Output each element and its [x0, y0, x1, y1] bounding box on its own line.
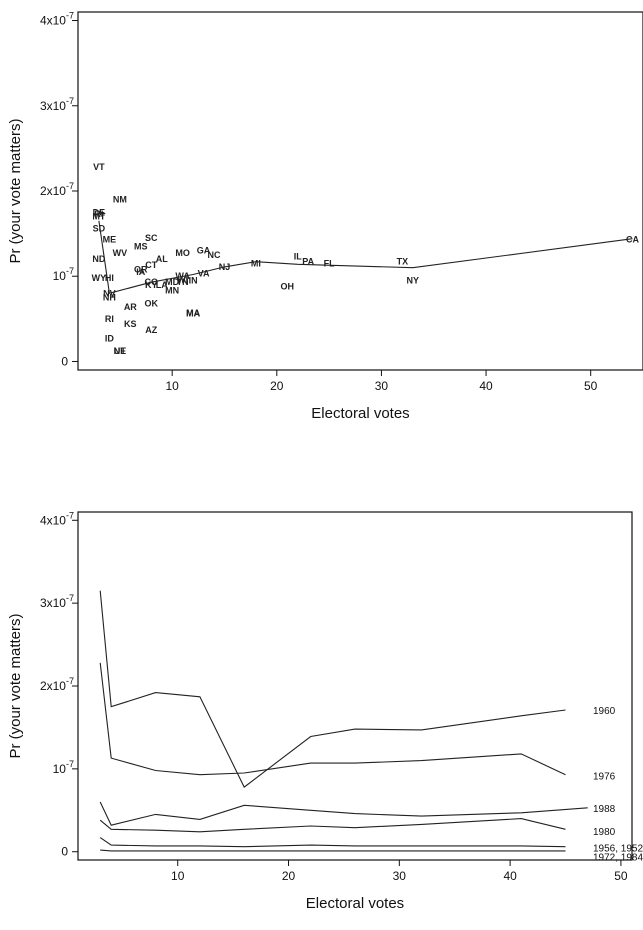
series-line	[99, 837, 566, 848]
x-axis-label: Electoral votes	[306, 895, 404, 912]
x-tick-label: 50	[614, 869, 628, 883]
state-point-label: MD	[165, 277, 179, 287]
state-point-label: AL	[156, 254, 168, 264]
y-tick-label: 3x10-7	[40, 593, 74, 610]
y-tick-label: 2x10-7	[40, 676, 74, 693]
y-tick-label: 4x10-7	[40, 510, 74, 527]
series-line	[100, 849, 566, 852]
state-point-label: WY	[92, 273, 107, 283]
state-point-label: ND	[92, 254, 105, 264]
x-axis-label: Electoral votes	[311, 405, 409, 422]
state-point-label: MT	[92, 212, 105, 222]
state-point-label: HI	[105, 273, 114, 283]
smoothed-trend-line	[98, 220, 633, 294]
x-tick-label: 40	[479, 379, 493, 393]
state-point-label: IL	[294, 252, 303, 262]
y-tick-label: 10-7	[53, 266, 74, 283]
state-point-label: UT	[114, 346, 126, 356]
x-tick-label: 20	[270, 379, 284, 393]
y-tick-label: 0	[61, 845, 68, 859]
series-label: 1960	[593, 706, 616, 717]
state-point-label: MS	[134, 241, 148, 251]
x-tick-label: 10	[171, 869, 185, 883]
state-point-label: RI	[105, 314, 114, 324]
state-point-label: MA	[186, 309, 200, 319]
state-point-label: NY	[407, 276, 420, 286]
series-label: 1956, 1952	[593, 844, 643, 855]
state-point-label: OH	[281, 281, 295, 291]
state-point-label: NV	[103, 288, 116, 298]
state-point-label: NH	[103, 293, 116, 303]
y-tick-label: 3x10-7	[40, 96, 74, 113]
state-point-label: AR	[124, 302, 137, 312]
state-point-label: KS	[124, 319, 137, 329]
y-axis-label: Pr (your vote matters)	[7, 118, 24, 263]
state-point-label: SD	[93, 224, 106, 234]
state-point-label: DE	[93, 207, 106, 217]
y-tick-label: 0	[61, 354, 68, 368]
state-point-label: VT	[93, 162, 105, 172]
state-point-label: RI	[94, 209, 103, 219]
state-point-label: TX	[397, 257, 409, 267]
series-label: 1988	[593, 804, 616, 815]
plot-frame	[77, 11, 643, 371]
state-point-label: NC	[208, 250, 221, 260]
state-point-label: MA	[186, 308, 200, 318]
state-point-label: MN	[165, 286, 179, 296]
state-point-label: OK	[144, 299, 158, 309]
y-tick-label: 4x10-7	[40, 11, 74, 28]
state-point-label: VA	[198, 269, 210, 279]
state-point-label: WV	[113, 248, 128, 258]
y-tick-label: 10-7	[53, 759, 74, 776]
state-point-label: LA	[156, 280, 168, 290]
state-point-label: AZ	[145, 325, 157, 335]
state-point-label: KY	[145, 280, 158, 290]
series-line	[99, 662, 566, 776]
state-point-label: NJ	[219, 262, 231, 272]
series-label: 1972, 1984	[593, 853, 643, 864]
state-point-label: CA	[626, 235, 639, 245]
state-point-label: GA	[197, 246, 211, 256]
x-tick-label: 30	[375, 379, 389, 393]
state-point-label: IN	[189, 276, 198, 286]
x-tick-label: 40	[503, 869, 517, 883]
state-point-label: NM	[113, 195, 127, 205]
series-label: 1980	[593, 827, 616, 838]
state-scatter-plot: 10 20 30 40 50 0 10-7 2x10-7 3x10-7 4x10-7 Elector…	[7, 11, 643, 422]
state-point-label: FL	[324, 258, 335, 268]
state-point-label: TN	[177, 277, 189, 287]
state-point-label: ME	[103, 235, 117, 245]
yearly-lines-plot: 10 20 30 40 50 0 10-7 2x10-7 3x10-7 4x10-7 Elector…	[7, 510, 643, 912]
state-point-label: ID	[105, 333, 115, 343]
state-point-label: NE	[114, 346, 127, 356]
state-point-label: WI	[177, 276, 188, 286]
state-point-label: MO	[175, 248, 190, 258]
x-tick-label: 20	[282, 869, 296, 883]
series-line	[99, 818, 566, 833]
state-point-label: PA	[302, 257, 314, 267]
state-point-label: CO	[144, 277, 158, 287]
series-line	[99, 590, 566, 788]
state-point-label: CT	[145, 260, 157, 270]
state-point-label: OR	[134, 264, 148, 274]
x-tick-label: 50	[584, 379, 598, 393]
state-point-label: IA	[136, 267, 146, 277]
state-point-label: MI	[251, 258, 261, 268]
state-point-label: SC	[145, 233, 158, 243]
y-tick-label: 2x10-7	[40, 181, 74, 198]
y-axis-label: Pr (your vote matters)	[7, 613, 24, 758]
plot-frame	[77, 511, 633, 861]
state-point-label: WA	[175, 271, 190, 281]
x-tick-label: 10	[165, 379, 179, 393]
series-line	[99, 801, 588, 826]
series-label: 1976	[593, 771, 616, 782]
x-tick-label: 30	[393, 869, 407, 883]
